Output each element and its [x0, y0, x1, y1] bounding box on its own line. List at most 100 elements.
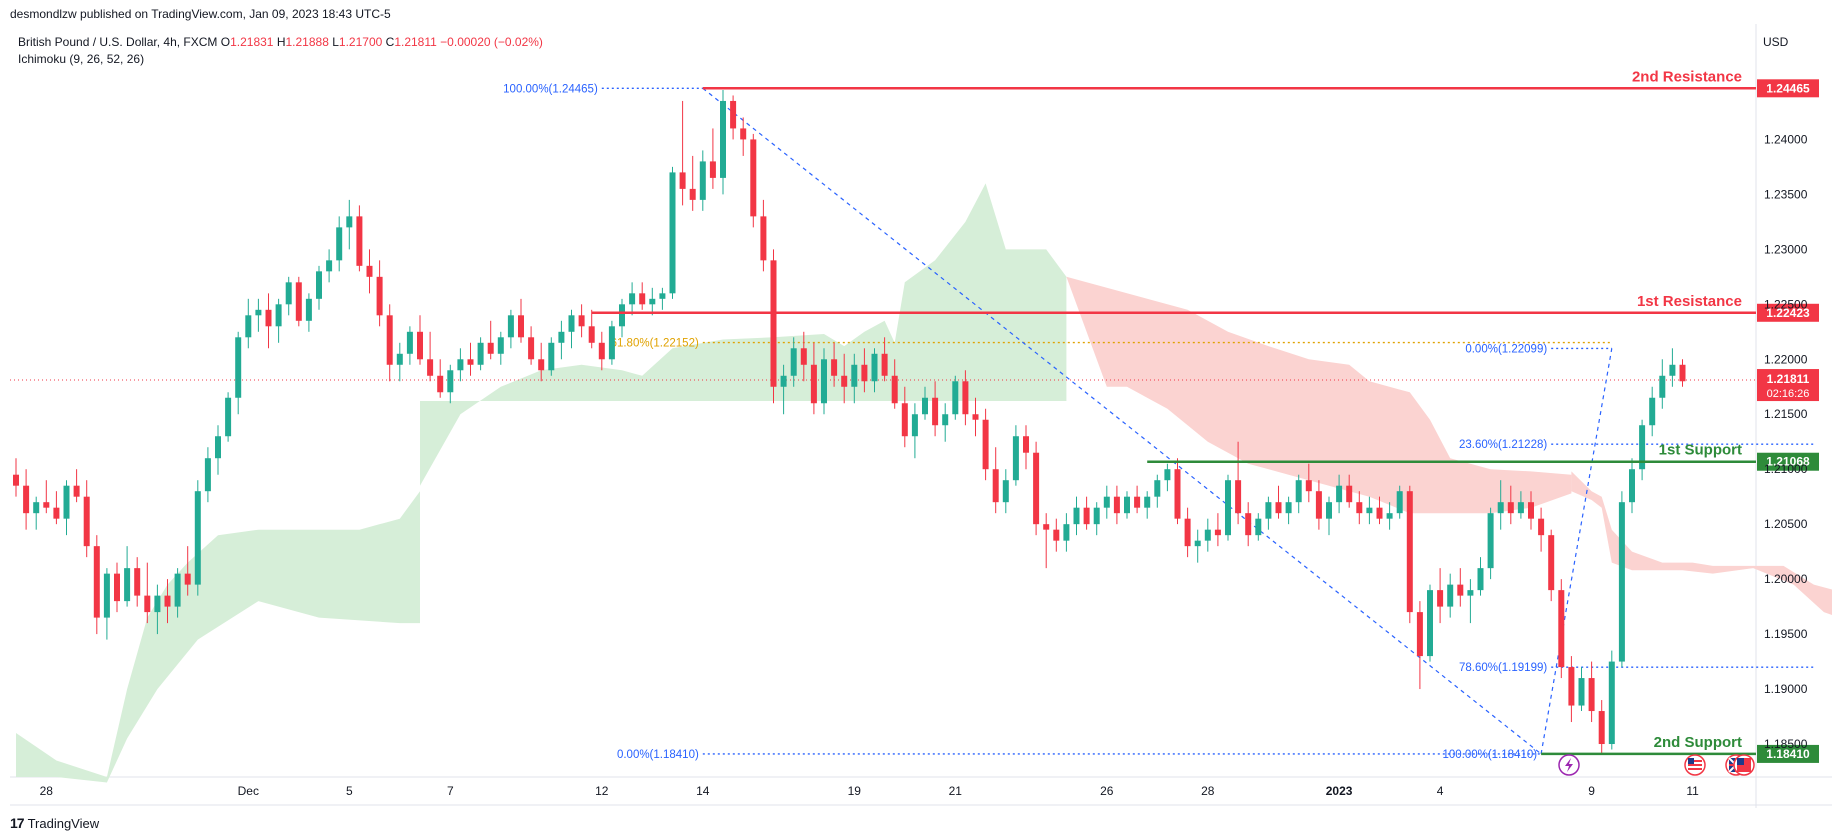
candle — [669, 166, 676, 299]
symbol-legend[interactable]: British Pound / U.S. Dollar, 4h, FXCM O1… — [18, 35, 543, 49]
close-label: C — [385, 35, 395, 49]
price-tick-label: 1.20500 — [1764, 517, 1808, 531]
candle — [1204, 518, 1211, 552]
candle-body — [528, 337, 535, 360]
candle-body — [942, 414, 949, 426]
indicator-legend[interactable]: Ichimoku (9, 26, 52, 26) — [18, 52, 145, 66]
candle — [194, 480, 201, 596]
candle-body — [1275, 502, 1282, 514]
candle-body — [1568, 667, 1575, 706]
candle — [1639, 419, 1646, 481]
candle — [608, 320, 615, 365]
fib-label-2: 61.80%(1.22152) — [611, 338, 699, 350]
cloud-green — [420, 183, 1067, 486]
candle-body — [1497, 502, 1504, 514]
price-tick-label: 1.18500 — [1764, 737, 1808, 751]
candle-body — [427, 359, 434, 376]
candle — [1144, 491, 1151, 519]
price-axis[interactable]: 1.24000 1.23500 1.23000 1.22500 1.22000 1.215… — [1764, 132, 1808, 751]
candle — [1164, 463, 1171, 492]
candle — [1629, 458, 1635, 514]
us-flag-event-icon[interactable] — [1684, 754, 1706, 776]
candle — [285, 276, 292, 316]
candle-body — [679, 172, 686, 189]
candle — [305, 293, 312, 332]
candle-body — [295, 282, 302, 321]
candle — [780, 364, 787, 415]
candle-body — [114, 573, 120, 602]
candle — [245, 298, 252, 349]
candle-body — [1053, 529, 1060, 541]
candle-body — [1629, 469, 1635, 503]
candle — [760, 199, 767, 272]
candle — [477, 337, 484, 371]
currency-label[interactable]: USD — [1763, 35, 1789, 49]
candle-body — [174, 573, 181, 607]
time-axis[interactable]: 28 Dec 5 7 12 14 19 21 26 28 2023 4 9 11 — [40, 784, 1700, 798]
candle-body — [1517, 502, 1524, 514]
candle — [891, 359, 898, 409]
candle — [184, 546, 191, 596]
lightning-event-icon[interactable] — [1558, 754, 1580, 776]
candle — [1396, 485, 1403, 519]
candle-body — [1245, 513, 1252, 536]
candle — [1083, 496, 1090, 530]
candle-body — [1538, 518, 1545, 536]
candle — [1053, 518, 1060, 552]
last-price-label: 1.21811 — [1767, 372, 1810, 386]
candle-body — [689, 188, 696, 200]
candle — [396, 342, 403, 382]
candle-body — [1255, 518, 1262, 536]
candle-body — [1618, 502, 1625, 662]
candle — [1023, 425, 1029, 470]
bar-countdown-label: 02:16:26 — [1767, 388, 1810, 400]
candle-body — [225, 397, 232, 437]
candle — [23, 469, 30, 530]
candle-body — [1669, 364, 1676, 376]
candle-body — [336, 227, 343, 261]
candle — [1305, 463, 1312, 503]
candle — [1386, 502, 1393, 530]
candle — [518, 298, 524, 343]
candle-body — [386, 315, 393, 365]
candle — [1194, 529, 1201, 563]
price-tick-label: 1.22000 — [1764, 352, 1808, 366]
candle — [204, 447, 211, 503]
candle — [336, 216, 343, 272]
candle — [1366, 496, 1373, 525]
tradingview-footer[interactable]: 17 TradingView — [10, 815, 99, 831]
candle-body — [1184, 518, 1191, 547]
candle-body — [1396, 491, 1403, 514]
candle — [709, 128, 716, 189]
candle — [164, 579, 171, 624]
candle — [1517, 491, 1524, 519]
candle-body — [326, 260, 333, 272]
candle-body — [1639, 425, 1646, 470]
candle-body — [598, 342, 605, 360]
candle — [740, 117, 747, 156]
candle-body — [1305, 480, 1312, 492]
candle — [1538, 507, 1545, 552]
candle-body — [1225, 480, 1231, 536]
candle — [417, 315, 423, 365]
candle-body — [851, 364, 858, 387]
time-tick-label: 26 — [1100, 784, 1114, 798]
candle-body — [1457, 584, 1464, 596]
symbol-name: British Pound / U.S. Dollar, 4h, FXCM — [18, 35, 218, 49]
candle — [13, 458, 19, 497]
candle-body — [750, 139, 757, 217]
fibonacci-levels: 100.00%(1.24465) 0.00%(1.18410) 61.80%(1.2… — [503, 83, 1814, 761]
candle — [1113, 485, 1120, 525]
candle-body — [23, 485, 30, 514]
candle — [316, 265, 322, 310]
candle — [406, 326, 413, 365]
candle — [366, 249, 373, 294]
candle-body — [1326, 502, 1332, 519]
candle-body — [1285, 502, 1292, 514]
eu-flag-event-icon[interactable] — [1733, 754, 1755, 776]
candle — [1528, 491, 1534, 530]
candle — [1326, 496, 1332, 536]
candle — [982, 408, 989, 481]
candle — [1043, 513, 1050, 569]
